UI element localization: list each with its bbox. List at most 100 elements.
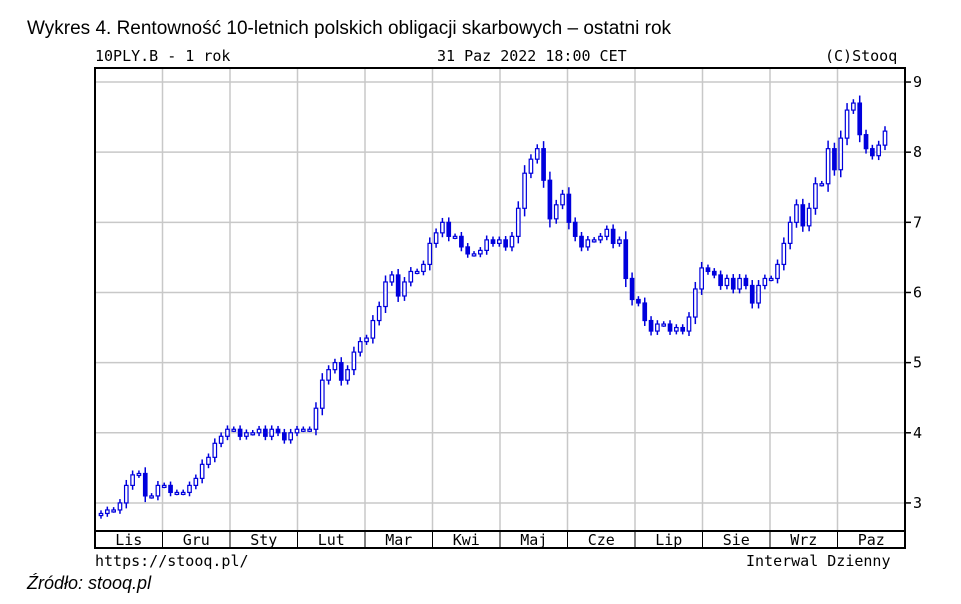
candle-body (174, 491, 180, 496)
x-tick-label: Maj (520, 531, 547, 549)
candle (749, 280, 755, 309)
candle (98, 510, 104, 519)
candle-body (275, 428, 281, 434)
candle-body (231, 428, 237, 432)
candle-body (629, 277, 635, 301)
candle-body (104, 509, 110, 515)
candle (345, 365, 350, 385)
candle (490, 236, 496, 247)
candle-body (648, 319, 654, 332)
candle-body (737, 277, 742, 290)
candle-body (269, 428, 275, 437)
candle-body (117, 502, 123, 511)
candle-body (319, 379, 325, 409)
candle-body (686, 316, 692, 332)
datetime-label: 31 Paz 2022 18:00 CET (437, 47, 627, 65)
candle (591, 237, 597, 243)
candle (478, 247, 483, 258)
candle-body (294, 428, 300, 434)
candle (237, 425, 243, 441)
candle-body (705, 267, 711, 273)
candle-body (357, 340, 363, 353)
candle (446, 217, 452, 242)
y-tick-label: 9 (913, 73, 922, 91)
candle-body (326, 369, 331, 381)
candle (648, 316, 654, 336)
candle-body (560, 193, 565, 206)
candle (661, 321, 667, 327)
candle (756, 280, 761, 309)
candle-body (440, 221, 445, 234)
y-tick-label: 5 (913, 354, 922, 372)
candle-body (528, 158, 534, 174)
candle-body (414, 270, 420, 275)
candle (218, 432, 224, 448)
x-tick-label: Gru (183, 531, 210, 549)
candle (768, 275, 774, 282)
candle (193, 474, 199, 490)
candle-body (459, 235, 464, 248)
candle-body (452, 235, 458, 239)
candle (566, 187, 572, 230)
candle-body (825, 148, 831, 185)
candle-body (496, 239, 502, 244)
candle-body (161, 484, 167, 489)
candle (155, 481, 161, 501)
candle-body (509, 235, 515, 248)
candle (667, 320, 673, 335)
candle-body (882, 130, 888, 146)
candle (503, 236, 508, 251)
candle (851, 99, 856, 114)
candle-body (300, 428, 306, 432)
candle (244, 429, 249, 440)
candle-body (370, 319, 376, 339)
candle (300, 426, 306, 433)
candle (876, 140, 882, 161)
candle-body (376, 305, 382, 322)
candle-body (237, 428, 243, 437)
candle (655, 320, 660, 335)
candle-body (332, 362, 338, 371)
candle (225, 425, 230, 441)
candle (408, 267, 414, 287)
candle-body (421, 263, 426, 273)
candle-body (218, 435, 224, 444)
y-axis: 3 4 5 6 7 8 9 (905, 73, 922, 512)
candle-body (617, 239, 622, 244)
candle-body (844, 109, 850, 139)
candle-body (193, 477, 199, 487)
candle-body (98, 512, 104, 517)
candle-body (800, 204, 806, 227)
symbol-label: 10PLY.B - 1 rok (95, 47, 230, 65)
candle (775, 259, 780, 284)
candle-body (674, 326, 679, 332)
candle (598, 233, 603, 244)
candle (149, 493, 154, 499)
candle (806, 202, 812, 232)
candle-body (225, 428, 230, 437)
candle (332, 358, 338, 374)
candle-body (478, 249, 483, 255)
x-axis: Lis Gru Sty Lut Mar Kwi Maj Cze Lip Sie Wrz Paz (115, 531, 885, 549)
candle-body (851, 102, 856, 111)
candle (319, 373, 325, 416)
candle-body (680, 326, 686, 332)
candle (636, 296, 641, 307)
copyright-label: (C)Stooq (825, 47, 897, 65)
x-tick-label: Wrz (790, 531, 817, 549)
candle (174, 489, 180, 496)
candle (111, 507, 116, 513)
candle (496, 236, 502, 247)
candle-body (402, 281, 407, 297)
candle-body (572, 221, 578, 237)
candle (680, 324, 686, 335)
grid (95, 68, 905, 531)
candle-body (383, 281, 388, 308)
source-url: https://stooq.pl/ (95, 552, 249, 570)
candle (882, 126, 888, 151)
candle-body (547, 179, 553, 220)
candle-body (389, 274, 395, 283)
candle-body (288, 432, 294, 441)
candle (351, 346, 357, 376)
candle (376, 301, 382, 326)
